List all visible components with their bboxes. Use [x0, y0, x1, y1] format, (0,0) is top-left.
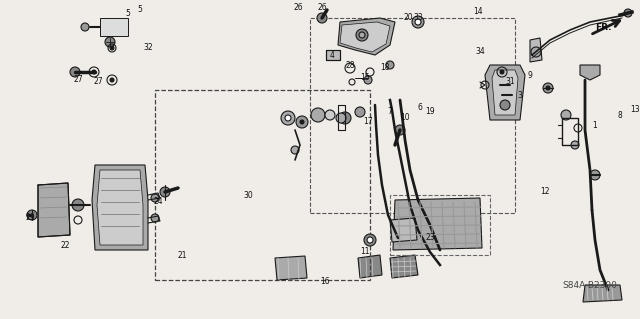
Polygon shape	[485, 65, 525, 120]
Polygon shape	[97, 170, 143, 245]
Circle shape	[110, 78, 114, 82]
Circle shape	[105, 37, 115, 47]
Text: 24: 24	[153, 197, 163, 206]
Text: S84A-B2300: S84A-B2300	[563, 280, 618, 290]
Polygon shape	[390, 255, 418, 278]
Circle shape	[300, 120, 304, 124]
Circle shape	[281, 111, 295, 125]
Polygon shape	[580, 65, 600, 80]
Polygon shape	[492, 70, 518, 115]
Text: 29: 29	[25, 213, 35, 222]
Circle shape	[590, 170, 600, 180]
Text: 12: 12	[540, 188, 550, 197]
Polygon shape	[92, 165, 148, 250]
Circle shape	[355, 107, 365, 117]
Text: 3: 3	[518, 91, 522, 100]
Text: 11: 11	[360, 248, 370, 256]
Bar	[310, 18, 515, 213]
Circle shape	[386, 61, 394, 69]
Circle shape	[291, 146, 299, 154]
Circle shape	[561, 110, 571, 120]
Circle shape	[359, 32, 365, 38]
Polygon shape	[38, 183, 70, 237]
Circle shape	[412, 16, 424, 28]
Text: 9: 9	[527, 70, 532, 79]
Circle shape	[364, 76, 372, 84]
Text: 30: 30	[243, 190, 253, 199]
Circle shape	[543, 83, 553, 93]
Circle shape	[395, 125, 405, 135]
Text: 31: 31	[505, 78, 515, 86]
Circle shape	[81, 23, 89, 31]
Circle shape	[500, 70, 504, 74]
Text: 7: 7	[388, 108, 392, 116]
Text: 20: 20	[403, 13, 413, 23]
Bar	[390, 195, 490, 255]
Text: 4: 4	[330, 50, 335, 60]
Text: 6: 6	[417, 103, 422, 113]
Text: 23: 23	[425, 234, 435, 242]
Circle shape	[285, 115, 291, 121]
Circle shape	[151, 214, 159, 222]
Circle shape	[110, 46, 114, 50]
Text: 17: 17	[363, 117, 373, 127]
Circle shape	[72, 199, 84, 211]
Circle shape	[311, 108, 325, 122]
Text: 8: 8	[618, 110, 622, 120]
Text: 27: 27	[73, 76, 83, 85]
Text: 28: 28	[345, 61, 355, 70]
Polygon shape	[583, 285, 622, 302]
Circle shape	[339, 112, 351, 124]
Circle shape	[546, 86, 550, 90]
Circle shape	[364, 234, 376, 246]
Text: 22: 22	[60, 241, 70, 249]
Circle shape	[92, 70, 96, 74]
Text: 33: 33	[413, 13, 423, 23]
Bar	[155, 90, 370, 280]
Circle shape	[317, 13, 327, 23]
Text: 15: 15	[360, 73, 370, 83]
Text: 1: 1	[593, 121, 597, 130]
Text: 5: 5	[138, 5, 143, 14]
Polygon shape	[390, 218, 417, 242]
Text: 13: 13	[630, 106, 640, 115]
Polygon shape	[338, 18, 395, 55]
Polygon shape	[275, 256, 307, 280]
Circle shape	[325, 110, 335, 120]
Text: 19: 19	[425, 108, 435, 116]
Circle shape	[500, 100, 510, 110]
Text: 26: 26	[317, 4, 327, 12]
Text: FR.: FR.	[595, 24, 611, 33]
Circle shape	[160, 187, 170, 197]
Bar	[100, 18, 128, 36]
Text: 27: 27	[93, 78, 103, 86]
Polygon shape	[358, 255, 382, 278]
Text: 21: 21	[177, 250, 187, 259]
Polygon shape	[393, 198, 482, 250]
Text: 16: 16	[320, 278, 330, 286]
Polygon shape	[340, 22, 390, 52]
Text: 10: 10	[400, 114, 410, 122]
Text: 18: 18	[380, 63, 390, 72]
Circle shape	[336, 113, 346, 123]
Circle shape	[151, 194, 159, 202]
Polygon shape	[326, 50, 340, 60]
Circle shape	[624, 9, 632, 17]
Text: 34: 34	[475, 48, 485, 56]
Circle shape	[296, 116, 308, 128]
Circle shape	[356, 29, 368, 41]
Polygon shape	[530, 38, 542, 62]
Circle shape	[27, 210, 37, 220]
Text: 32: 32	[143, 43, 153, 53]
Text: 26: 26	[293, 4, 303, 12]
Circle shape	[571, 141, 579, 149]
Circle shape	[531, 47, 541, 57]
Text: 14: 14	[473, 8, 483, 17]
Circle shape	[367, 237, 373, 243]
Circle shape	[70, 67, 80, 77]
Circle shape	[415, 19, 421, 25]
Text: 5: 5	[125, 10, 131, 19]
